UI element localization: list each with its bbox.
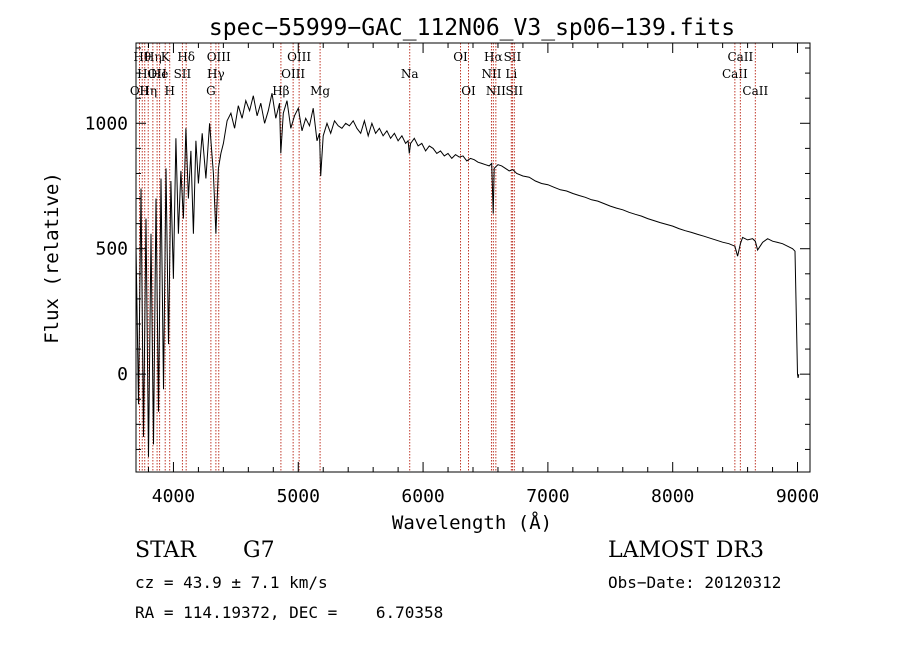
x-tick-label-0: 4000	[152, 486, 195, 507]
subclass-label: G7	[243, 538, 275, 563]
line-markers: OIIHθHιHηHηOIIHeKHSIIHδGHγOIIIHβOIIIOIII…	[130, 43, 768, 472]
marker-label-25: SII	[504, 50, 522, 64]
obs-date-text: Obs−Date: 20120312	[608, 573, 782, 592]
marker-label-23: NII	[486, 84, 506, 98]
spectrum-line	[135, 93, 800, 457]
axis-ticks: 4000 5000 6000 7000 8000 9000 0 500 1000	[85, 43, 819, 507]
x-tick-label-5: 9000	[776, 486, 819, 507]
marker-label-12: Hγ	[207, 67, 225, 81]
plot-frame	[135, 42, 811, 473]
marker-label-21: NII	[481, 67, 501, 81]
marker-label-20: OI	[461, 84, 476, 98]
marker-label-22: Hα	[484, 50, 503, 64]
y-axis-label: Flux (relative)	[41, 172, 63, 344]
class-label: STAR	[135, 538, 196, 563]
x-tick-label-2: 6000	[401, 486, 444, 507]
marker-label-14: Hβ	[272, 84, 289, 98]
y-tick-label-2: 1000	[85, 113, 128, 134]
marker-label-11: G	[206, 84, 216, 98]
y-tick-label-1: 500	[95, 239, 128, 260]
marker-label-5: OII	[147, 67, 167, 81]
marker-label-3: Hη	[139, 84, 157, 98]
marker-label-17: Mg	[310, 84, 330, 98]
x-tick-label-4: 8000	[651, 486, 694, 507]
marker-label-1: Hθ	[133, 50, 151, 64]
chart-title: spec−55999−GAC_112N06_V3_sp06−139.fits	[209, 15, 735, 41]
marker-label-7: K	[161, 50, 171, 64]
x-axis-label: Wavelength (Å)	[392, 511, 552, 534]
marker-label-9: SII	[174, 67, 192, 81]
coords-text: RA = 114.19372, DEC = 6.70358	[135, 603, 444, 622]
redshift-text: cz = 43.9 ± 7.1 km/s	[135, 573, 328, 592]
marker-label-2: Hι	[137, 67, 152, 81]
marker-label-29: CaII	[742, 84, 768, 98]
marker-label-26: SII	[505, 84, 523, 98]
marker-label-18: Na	[401, 67, 419, 81]
marker-label-19: OI	[453, 50, 468, 64]
marker-label-28: CaII	[727, 50, 753, 64]
survey-label: LAMOST DR3	[608, 538, 764, 563]
x-tick-label-1: 5000	[277, 486, 320, 507]
marker-label-13: OIII	[207, 50, 231, 64]
marker-label-10: Hδ	[177, 50, 195, 64]
marker-label-15: OIII	[281, 67, 305, 81]
marker-label-24: Li	[505, 67, 517, 81]
marker-label-16: OIII	[287, 50, 311, 64]
x-tick-label-3: 7000	[526, 486, 569, 507]
marker-label-8: H	[164, 84, 174, 98]
marker-label-4: Hη	[144, 50, 162, 64]
marker-label-27: CaII	[722, 67, 748, 81]
marker-label-6: He	[151, 67, 169, 81]
y-tick-label-0: 0	[117, 364, 128, 385]
